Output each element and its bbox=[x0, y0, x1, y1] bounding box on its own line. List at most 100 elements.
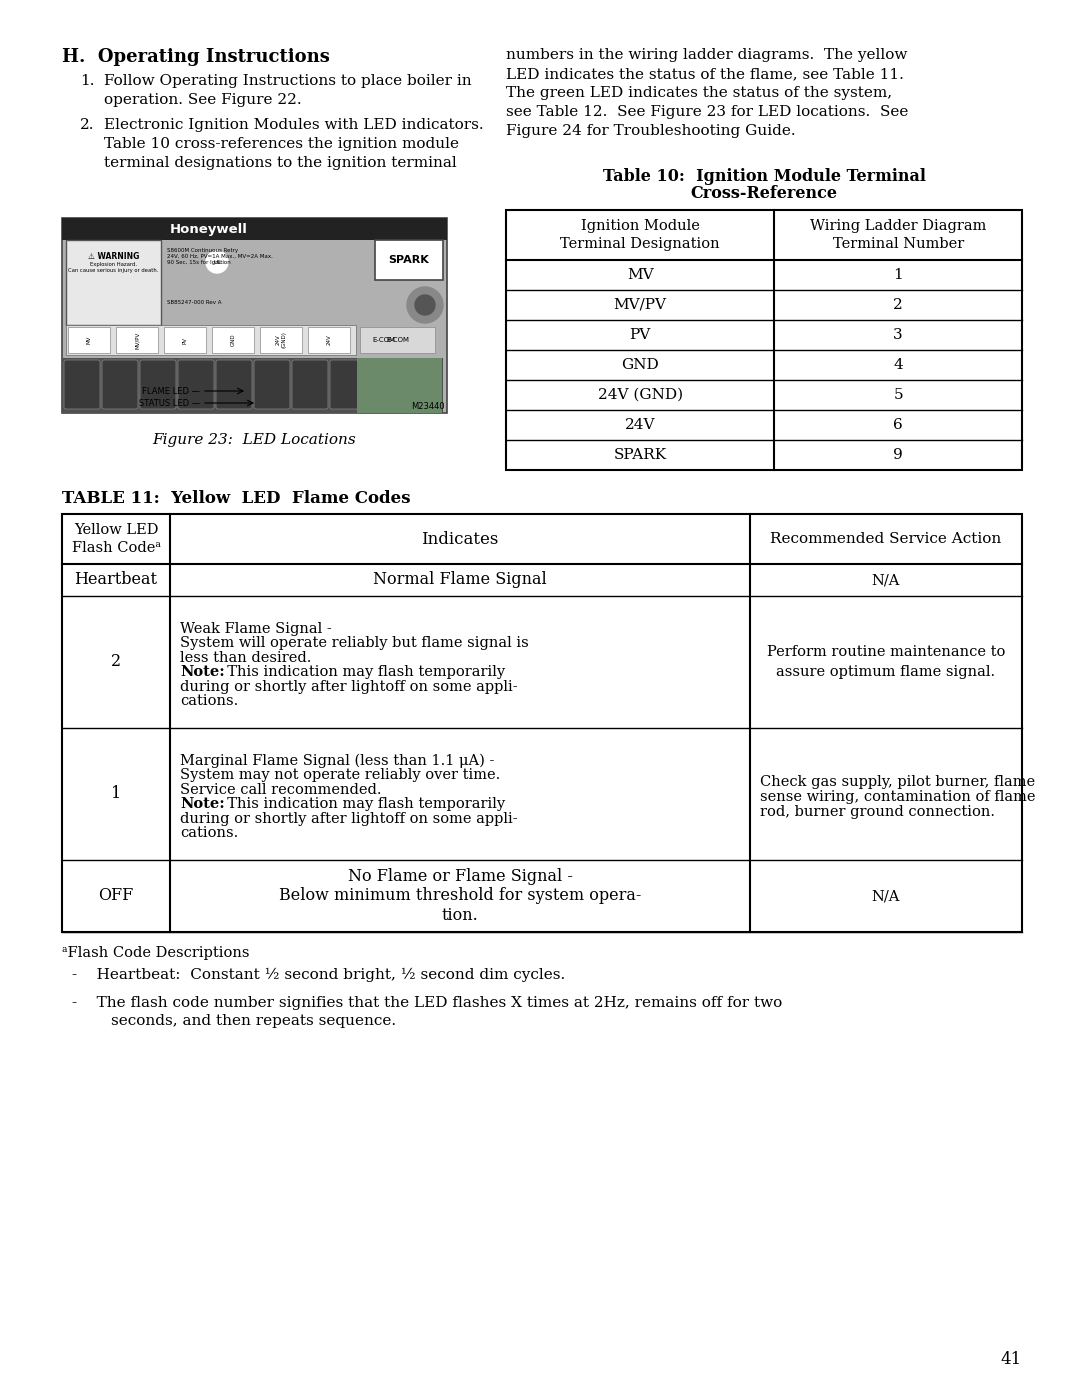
Bar bbox=[62, 358, 443, 414]
Text: Normal Flame Signal: Normal Flame Signal bbox=[373, 571, 546, 588]
Bar bbox=[308, 327, 350, 353]
Text: H.  Operating Instructions: H. Operating Instructions bbox=[62, 47, 329, 66]
Text: 2: 2 bbox=[111, 654, 121, 671]
Text: 41: 41 bbox=[1001, 1351, 1022, 1368]
Text: MV/PV: MV/PV bbox=[613, 298, 666, 312]
Text: System will operate reliably but flame signal is: System will operate reliably but flame s… bbox=[180, 636, 529, 650]
Text: STATUS LED —: STATUS LED — bbox=[139, 398, 200, 408]
Text: 1: 1 bbox=[111, 785, 121, 802]
Text: 1.: 1. bbox=[80, 74, 95, 88]
Text: S8600M Continuous Retry
24V, 60 Hz, PV=1A Max., MV=2A Max.
90 Sec, 15s for Ignit: S8600M Continuous Retry 24V, 60 Hz, PV=1… bbox=[167, 249, 273, 265]
Text: 1: 1 bbox=[893, 268, 903, 282]
Text: This indication may flash temporarily: This indication may flash temporarily bbox=[218, 665, 505, 679]
Text: M23440: M23440 bbox=[411, 402, 445, 411]
Text: ⚠ WARNING: ⚠ WARNING bbox=[87, 251, 139, 261]
Bar bbox=[507, 210, 1022, 469]
Text: 6: 6 bbox=[893, 418, 903, 432]
Text: OFF: OFF bbox=[98, 887, 134, 904]
Text: 5: 5 bbox=[893, 388, 903, 402]
Text: FLAME LED —: FLAME LED — bbox=[141, 387, 200, 395]
Text: Follow Operating Instructions to place boiler in
operation. See Figure 22.: Follow Operating Instructions to place b… bbox=[104, 74, 472, 108]
Text: E-COM: E-COM bbox=[372, 337, 395, 344]
Text: ᵃFlash Code Descriptions: ᵃFlash Code Descriptions bbox=[62, 946, 249, 960]
Text: No Flame or Flame Signal -
Below minimum threshold for system opera-
tion.: No Flame or Flame Signal - Below minimum… bbox=[279, 868, 642, 923]
Text: 24V (GND): 24V (GND) bbox=[597, 388, 683, 402]
Text: Honeywell: Honeywell bbox=[170, 222, 247, 236]
Circle shape bbox=[415, 295, 435, 314]
FancyBboxPatch shape bbox=[216, 360, 252, 409]
Text: Cross-Reference: Cross-Reference bbox=[690, 184, 837, 203]
Text: 24V: 24V bbox=[326, 335, 332, 345]
Text: MV: MV bbox=[86, 335, 92, 344]
Bar bbox=[360, 327, 435, 353]
Text: SB85247-000 Rev A: SB85247-000 Rev A bbox=[167, 300, 221, 305]
Text: This indication may flash temporarily: This indication may flash temporarily bbox=[218, 798, 505, 812]
Text: rod, burner ground connection.: rod, burner ground connection. bbox=[760, 805, 995, 819]
Text: seconds, and then repeats sequence.: seconds, and then repeats sequence. bbox=[72, 1014, 396, 1028]
Text: during or shortly after lightoff on some appli-: during or shortly after lightoff on some… bbox=[180, 680, 517, 694]
Text: Wiring Ladder Diagram
Terminal Number: Wiring Ladder Diagram Terminal Number bbox=[810, 219, 986, 251]
Text: 24V
(GND): 24V (GND) bbox=[275, 331, 286, 348]
Text: 3: 3 bbox=[893, 328, 903, 342]
Text: 2.: 2. bbox=[80, 117, 95, 131]
FancyBboxPatch shape bbox=[102, 360, 138, 409]
Circle shape bbox=[206, 251, 228, 272]
Text: Marginal Flame Signal (less than 1.1 μA) -: Marginal Flame Signal (less than 1.1 μA)… bbox=[180, 753, 495, 768]
Text: 24V: 24V bbox=[625, 418, 656, 432]
Text: PV: PV bbox=[630, 328, 651, 342]
Text: TABLE 11:  Yellow  LED  Flame Codes: TABLE 11: Yellow LED Flame Codes bbox=[62, 490, 410, 507]
Text: numbers in the wiring ladder diagrams.  The yellow
LED indicates the status of t: numbers in the wiring ladder diagrams. T… bbox=[507, 47, 908, 138]
Bar bbox=[62, 218, 447, 240]
Text: Table 10:  Ignition Module Terminal: Table 10: Ignition Module Terminal bbox=[603, 168, 926, 184]
Bar bbox=[375, 240, 443, 279]
Text: 2: 2 bbox=[893, 298, 903, 312]
Text: Heartbeat: Heartbeat bbox=[75, 571, 158, 588]
Text: MV/PV: MV/PV bbox=[135, 331, 139, 349]
FancyBboxPatch shape bbox=[292, 360, 328, 409]
Text: SPARK: SPARK bbox=[613, 448, 666, 462]
Text: cations.: cations. bbox=[180, 826, 239, 840]
Text: -    The flash code number signifies that the LED flashes X times at 2Hz, remain: - The flash code number signifies that t… bbox=[72, 996, 782, 1010]
Text: -    Heartbeat:  Constant ½ second bright, ½ second dim cycles.: - Heartbeat: Constant ½ second bright, ½… bbox=[72, 968, 565, 982]
Text: UL: UL bbox=[213, 260, 221, 264]
Text: Ignition Module
Terminal Designation: Ignition Module Terminal Designation bbox=[561, 219, 720, 251]
Text: E-COM: E-COM bbox=[387, 337, 409, 344]
Bar bbox=[62, 218, 447, 414]
Text: less than desired.: less than desired. bbox=[180, 651, 311, 665]
Text: Explosion Hazard.
Can cause serious injury or death.: Explosion Hazard. Can cause serious inju… bbox=[68, 263, 159, 274]
Bar bbox=[66, 326, 356, 355]
Text: Recommended Service Action: Recommended Service Action bbox=[770, 532, 1001, 546]
Bar bbox=[68, 327, 110, 353]
FancyBboxPatch shape bbox=[140, 360, 176, 409]
Bar bbox=[212, 327, 254, 353]
Text: 4: 4 bbox=[893, 358, 903, 372]
Text: 9: 9 bbox=[893, 448, 903, 462]
FancyBboxPatch shape bbox=[368, 360, 404, 409]
Bar bbox=[66, 240, 161, 326]
Text: Note:: Note: bbox=[180, 798, 225, 812]
FancyBboxPatch shape bbox=[254, 360, 291, 409]
Text: SPARK: SPARK bbox=[389, 256, 430, 265]
Text: Note:: Note: bbox=[180, 665, 225, 679]
Text: MV: MV bbox=[626, 268, 653, 282]
Text: PV: PV bbox=[183, 337, 188, 344]
Text: GND: GND bbox=[621, 358, 659, 372]
Bar bbox=[116, 327, 158, 353]
Text: Yellow LED
Flash Codeᵃ: Yellow LED Flash Codeᵃ bbox=[71, 522, 161, 555]
Text: Weak Flame Signal -: Weak Flame Signal - bbox=[180, 622, 332, 636]
Text: GND: GND bbox=[230, 334, 235, 346]
Text: Perform routine maintenance to
assure optimum flame signal.: Perform routine maintenance to assure op… bbox=[767, 645, 1005, 679]
FancyBboxPatch shape bbox=[330, 360, 366, 409]
Text: Indicates: Indicates bbox=[421, 531, 499, 548]
Text: Electronic Ignition Modules with LED indicators.
Table 10 cross-references the i: Electronic Ignition Modules with LED ind… bbox=[104, 117, 484, 170]
FancyBboxPatch shape bbox=[178, 360, 214, 409]
Bar bbox=[62, 514, 1022, 932]
Text: cations.: cations. bbox=[180, 694, 239, 708]
Text: Figure 23:  LED Locations: Figure 23: LED Locations bbox=[152, 433, 356, 447]
Text: Check gas supply, pilot burner, flame: Check gas supply, pilot burner, flame bbox=[760, 775, 1035, 789]
Circle shape bbox=[407, 286, 443, 323]
Text: sense wiring, contamination of flame: sense wiring, contamination of flame bbox=[760, 789, 1036, 805]
Text: during or shortly after lightoff on some appli-: during or shortly after lightoff on some… bbox=[180, 812, 517, 826]
Bar bbox=[164, 327, 206, 353]
Bar bbox=[260, 327, 302, 353]
